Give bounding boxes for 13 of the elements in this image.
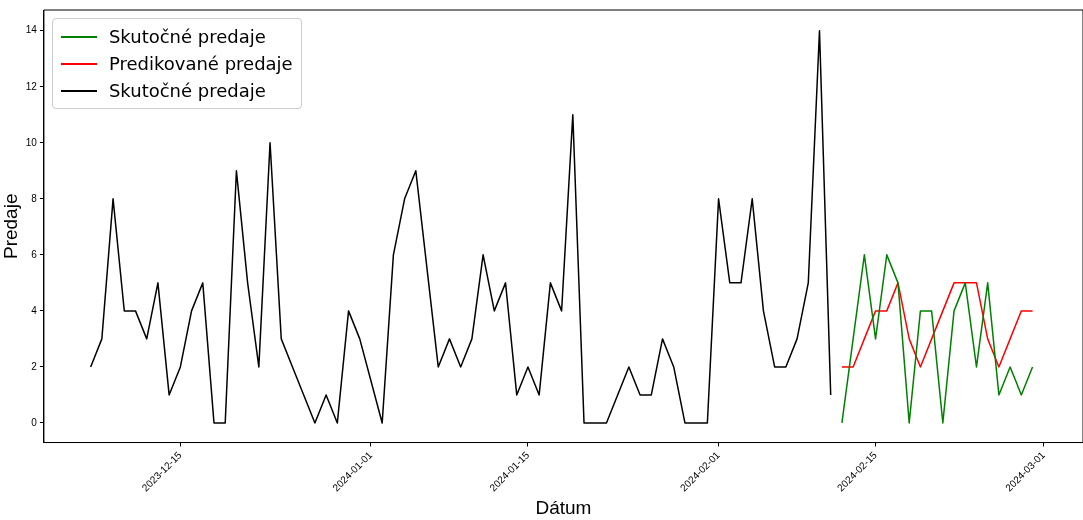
- y-tick-label: 12: [25, 80, 38, 92]
- y-tick-label: 0: [31, 416, 38, 428]
- y-tick-label: 6: [31, 248, 38, 260]
- y-tick-label: 8: [31, 192, 38, 204]
- legend-label: Skutočné predaje: [108, 25, 266, 49]
- legend-label: Skutočné predaje: [108, 79, 266, 103]
- y-tick-label: 4: [31, 304, 38, 316]
- y-tick-label: 10: [25, 136, 38, 148]
- x-axis-title: Dátum: [535, 496, 592, 518]
- y-tick-label: 2: [31, 360, 38, 372]
- y-tick-label: 14: [25, 24, 38, 36]
- legend-label: Predikované predaje: [108, 52, 293, 76]
- y-axis-title: Predaje: [0, 193, 21, 260]
